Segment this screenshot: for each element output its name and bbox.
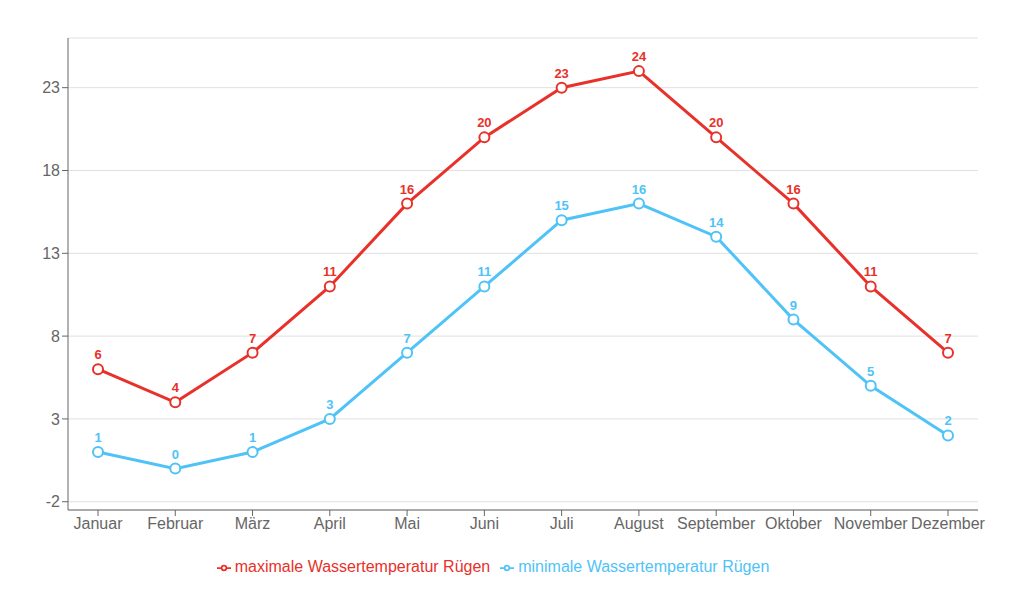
- svg-text:4: 4: [172, 380, 180, 395]
- svg-text:Mai: Mai: [394, 515, 420, 532]
- svg-text:August: August: [614, 515, 664, 532]
- svg-text:6: 6: [94, 347, 101, 362]
- svg-text:1: 1: [94, 430, 101, 445]
- svg-text:20: 20: [709, 115, 723, 130]
- svg-text:November: November: [834, 515, 908, 532]
- svg-text:14: 14: [709, 215, 724, 230]
- svg-text:0: 0: [172, 447, 179, 462]
- svg-text:-2: -2: [46, 493, 60, 510]
- html-text:minimale Wassertemperatur Rüge: minimale Wassertemperatur Rügen: [518, 558, 770, 575]
- svg-text:23: 23: [554, 66, 568, 81]
- svg-text:7: 7: [249, 331, 256, 346]
- svg-text:24: 24: [632, 49, 647, 64]
- svg-text:5: 5: [867, 364, 874, 379]
- html-text:maximale Wassertemperatur Rüge: maximale Wassertemperatur Rügen: [234, 558, 491, 575]
- svg-text:3: 3: [51, 411, 60, 428]
- svg-text:11: 11: [323, 264, 337, 279]
- svg-text:April: April: [314, 515, 346, 532]
- svg-text:8: 8: [51, 328, 60, 345]
- svg-text:2: 2: [944, 413, 951, 428]
- svg-text:23: 23: [42, 79, 60, 96]
- svg-text:20: 20: [477, 115, 491, 130]
- svg-text:Oktober: Oktober: [765, 515, 823, 532]
- svg-text:13: 13: [42, 245, 60, 262]
- svg-text:1: 1: [249, 430, 256, 445]
- svg-text:7: 7: [403, 331, 410, 346]
- svg-text:Juli: Juli: [550, 515, 574, 532]
- svg-text:Dezember: Dezember: [911, 515, 985, 532]
- svg-text:September: September: [677, 515, 756, 532]
- svg-text:Februar: Februar: [147, 515, 204, 532]
- svg-text:März: März: [235, 515, 271, 532]
- svg-text:16: 16: [786, 182, 800, 197]
- svg-text:3: 3: [326, 397, 333, 412]
- svg-text:11: 11: [477, 264, 491, 279]
- svg-text:Januar: Januar: [74, 515, 124, 532]
- svg-text:9: 9: [790, 298, 797, 313]
- svg-text:16: 16: [632, 182, 646, 197]
- svg-text:7: 7: [944, 331, 951, 346]
- svg-text:16: 16: [400, 182, 414, 197]
- svg-text:Juni: Juni: [470, 515, 499, 532]
- svg-text:15: 15: [554, 198, 568, 213]
- svg-text:11: 11: [864, 264, 878, 279]
- svg-text:18: 18: [42, 162, 60, 179]
